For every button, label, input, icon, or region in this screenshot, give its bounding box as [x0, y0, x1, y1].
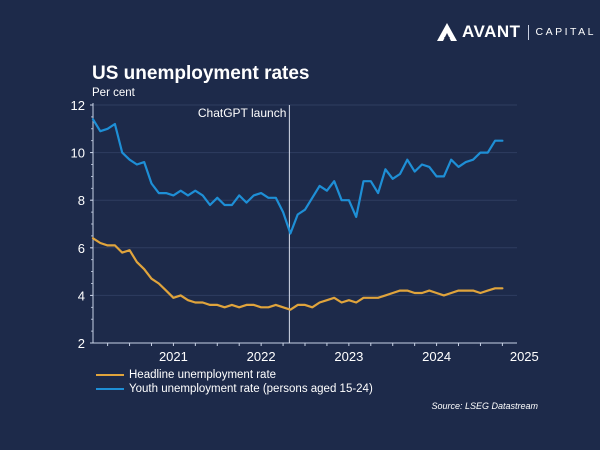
y-tick-label: 4: [78, 288, 85, 303]
y-tick-label: 8: [78, 193, 85, 208]
legend: Headline unemployment rate Youth unemplo…: [96, 368, 373, 396]
x-tick-label: 2023: [334, 349, 363, 364]
y-axis-unit-label: Per cent: [92, 87, 135, 99]
legend-item-youth: Youth unemployment rate (persons aged 15…: [96, 382, 373, 396]
legend-swatch-youth: [96, 388, 124, 390]
y-tick-label: 2: [78, 336, 85, 351]
youth-unemployment-line: [91, 118, 504, 235]
y-tick-label: 6: [78, 241, 85, 256]
brand-suffix: CAPITAL: [535, 26, 597, 38]
series-lines: [91, 118, 504, 311]
chart-title: US unemployment rates: [92, 63, 310, 84]
headline-unemployment-line: [91, 237, 504, 311]
x-tick-label: 2025: [510, 349, 539, 364]
brand-name: AVANT: [462, 22, 521, 41]
chatgpt-annotation: ChatGPT launch: [198, 105, 290, 343]
x-tick-label: 2022: [247, 349, 276, 364]
y-tick-label: 12: [71, 98, 85, 113]
source-note: Source: LSEG Datastream: [431, 401, 538, 411]
y-tick-label: 10: [71, 146, 85, 161]
brand-logo: AVANT CAPITAL: [437, 22, 596, 42]
legend-label-headline: Headline unemployment rate: [129, 369, 277, 381]
chatgpt-launch-label: ChatGPT launch: [198, 106, 287, 120]
axes: 2 4 6 8 10 12 2021 2022 2023 2024 2025: [71, 98, 539, 364]
x-tick-label: 2024: [422, 349, 451, 364]
legend-label-youth: Youth unemployment rate (persons aged 15…: [129, 383, 373, 395]
avant-logo-icon: [437, 23, 457, 41]
legend-swatch-headline: [96, 374, 124, 376]
legend-item-headline: Headline unemployment rate: [96, 368, 373, 382]
gridlines: [93, 104, 517, 296]
brand-divider: [527, 24, 529, 40]
x-tick-label: 2021: [159, 349, 188, 364]
